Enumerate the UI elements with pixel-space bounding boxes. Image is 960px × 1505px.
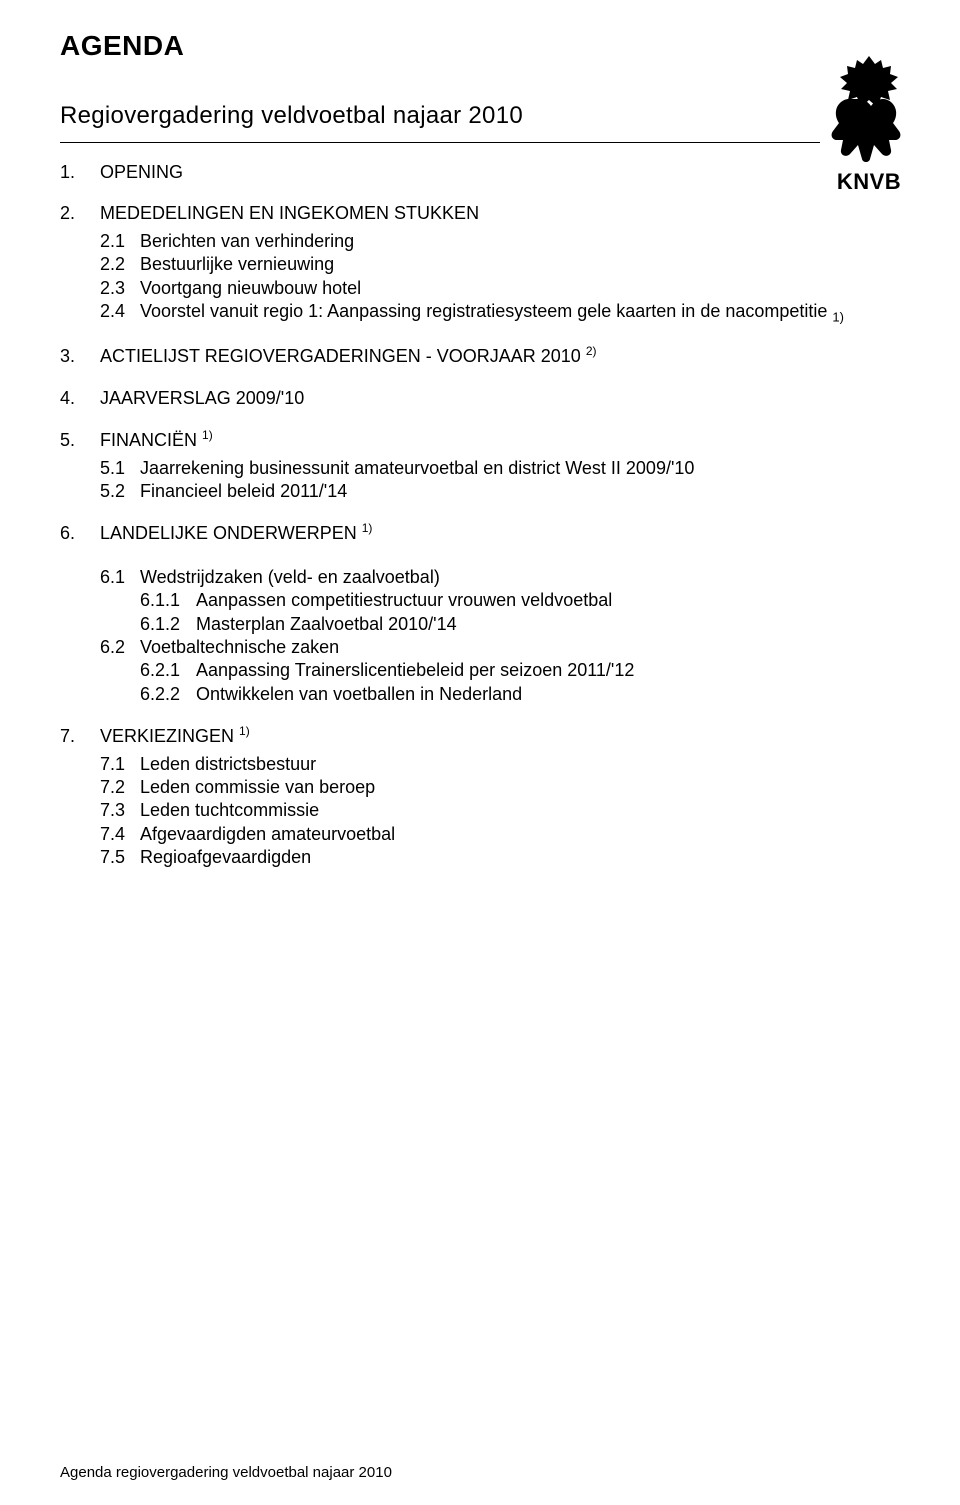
section-num: 6. <box>60 522 100 545</box>
item-note: 1) <box>832 310 844 325</box>
item-text: Regioafgevaardigden <box>140 846 311 869</box>
item-num: 7.5 <box>100 846 140 869</box>
item-num: 2.1 <box>100 230 140 253</box>
item-text: Masterplan Zaalvoetbal 2010/'14 <box>196 613 457 636</box>
item-text: Berichten van verhindering <box>140 230 354 253</box>
section-title: ACTIELIJST REGIOVERGADERINGEN - VOORJAAR… <box>100 344 596 368</box>
section-5: 5. FINANCIËN 1) 5.1 Jaarrekening busines… <box>60 428 900 503</box>
section-title-text: VERKIEZINGEN <box>100 726 234 746</box>
list-item: 2.3 Voortgang nieuwbouw hotel <box>60 277 900 300</box>
section-note: 1) <box>239 724 250 738</box>
item-num: 6.2.1 <box>140 659 196 682</box>
list-item: 5.1 Jaarrekening businessunit amateurvoe… <box>60 457 900 480</box>
section-note: 1) <box>202 428 213 442</box>
item-text: Voortgang nieuwbouw hotel <box>140 277 361 300</box>
item-num: 6.1.2 <box>140 613 196 636</box>
list-item: 6.1.1 Aanpassen competitiestructuur vrou… <box>60 589 900 612</box>
item-text: Voorstel vanuit regio 1: Aanpassing regi… <box>140 300 844 326</box>
item-text: Aanpassen competitiestructuur vrouwen ve… <box>196 589 612 612</box>
list-item: 2.1 Berichten van verhindering <box>60 230 900 253</box>
list-item: 7.4 Afgevaardigden amateurvoetbal <box>60 823 900 846</box>
list-item: 5.2 Financieel beleid 2011/'14 <box>60 480 900 503</box>
item-num: 2.4 <box>100 300 140 326</box>
knvb-logo: KNVB <box>814 54 924 195</box>
item-text: Voetbaltechnische zaken <box>140 636 339 659</box>
list-item: 6.2.1 Aanpassing Trainerslicentiebeleid … <box>60 659 900 682</box>
section-2: 2. MEDEDELINGEN EN INGEKOMEN STUKKEN 2.1… <box>60 202 900 326</box>
list-item: 6.1 Wedstrijdzaken (veld- en zaalvoetbal… <box>60 566 900 589</box>
section-title-text: FINANCIËN <box>100 430 197 450</box>
logo-text: KNVB <box>814 169 924 195</box>
item-text: Leden districtsbestuur <box>140 753 316 776</box>
list-item: 7.5 Regioafgevaardigden <box>60 846 900 869</box>
item-text: Bestuurlijke vernieuwing <box>140 253 334 276</box>
section-3: 3. ACTIELIJST REGIOVERGADERINGEN - VOORJ… <box>60 344 900 368</box>
item-num: 7.4 <box>100 823 140 846</box>
page-subtitle: Regiovergadering veldvoetbal najaar 2010 <box>60 102 900 130</box>
list-item: 2.2 Bestuurlijke vernieuwing <box>60 253 900 276</box>
page-footer: Agenda regiovergadering veldvoetbal naja… <box>60 1464 392 1481</box>
section-4: 4. JAARVERSLAG 2009/'10 <box>60 387 900 410</box>
list-item: 7.2 Leden commissie van beroep <box>60 776 900 799</box>
section-num: 5. <box>60 429 100 452</box>
header-rule <box>60 142 820 143</box>
page: AGENDA Regiovergadering veldvoetbal naja… <box>0 0 960 1505</box>
item-text: Financieel beleid 2011/'14 <box>140 480 347 503</box>
section-num: 7. <box>60 725 100 748</box>
item-text: Leden commissie van beroep <box>140 776 375 799</box>
list-item: 6.2.2 Ontwikkelen van voetballen in Nede… <box>60 683 900 706</box>
item-text: Leden tuchtcommissie <box>140 799 319 822</box>
section-title-text: ACTIELIJST REGIOVERGADERINGEN - VOORJAAR… <box>100 346 581 366</box>
section-1: 1. OPENING <box>60 161 900 184</box>
section-num: 3. <box>60 345 100 368</box>
item-text: Ontwikkelen van voetballen in Nederland <box>196 683 522 706</box>
section-title-text: LANDELIJKE ONDERWERPEN <box>100 523 357 543</box>
list-item: 6.1.2 Masterplan Zaalvoetbal 2010/'14 <box>60 613 900 636</box>
item-text-content: Voorstel vanuit regio 1: Aanpassing regi… <box>140 301 827 321</box>
agenda-body: 1. OPENING 2. MEDEDELINGEN EN INGEKOMEN … <box>60 161 900 869</box>
section-num: 4. <box>60 387 100 410</box>
item-text: Wedstrijdzaken (veld- en zaalvoetbal) <box>140 566 440 589</box>
item-text: Aanpassing Trainerslicentiebeleid per se… <box>196 659 634 682</box>
item-text: Jaarrekening businessunit amateurvoetbal… <box>140 457 694 480</box>
item-num: 6.2.2 <box>140 683 196 706</box>
item-num: 6.1 <box>100 566 140 589</box>
section-title: FINANCIËN 1) <box>100 428 213 452</box>
section-title: VERKIEZINGEN 1) <box>100 724 250 748</box>
item-num: 7.3 <box>100 799 140 822</box>
section-num: 1. <box>60 161 100 184</box>
section-title: LANDELIJKE ONDERWERPEN 1) <box>100 521 372 545</box>
section-note: 2) <box>586 344 597 358</box>
section-title: OPENING <box>100 161 183 184</box>
item-num: 5.1 <box>100 457 140 480</box>
section-7: 7. VERKIEZINGEN 1) 7.1 Leden districtsbe… <box>60 724 900 869</box>
page-title: AGENDA <box>60 30 900 62</box>
item-num: 6.2 <box>100 636 140 659</box>
item-num: 2.3 <box>100 277 140 300</box>
list-item: 7.1 Leden districtsbestuur <box>60 753 900 776</box>
item-num: 7.1 <box>100 753 140 776</box>
item-text: Afgevaardigden amateurvoetbal <box>140 823 395 846</box>
item-num: 2.2 <box>100 253 140 276</box>
list-item: 6.2 Voetbaltechnische zaken <box>60 636 900 659</box>
item-num: 7.2 <box>100 776 140 799</box>
list-item: 2.4 Voorstel vanuit regio 1: Aanpassing … <box>60 300 900 326</box>
section-num: 2. <box>60 202 100 225</box>
section-6: 6. LANDELIJKE ONDERWERPEN 1) 6.1 Wedstri… <box>60 521 900 706</box>
list-item: 7.3 Leden tuchtcommissie <box>60 799 900 822</box>
lion-crest-icon <box>819 54 919 164</box>
section-title: MEDEDELINGEN EN INGEKOMEN STUKKEN <box>100 202 479 225</box>
section-note: 1) <box>362 521 373 535</box>
item-num: 5.2 <box>100 480 140 503</box>
item-num: 6.1.1 <box>140 589 196 612</box>
section-title: JAARVERSLAG 2009/'10 <box>100 387 304 410</box>
